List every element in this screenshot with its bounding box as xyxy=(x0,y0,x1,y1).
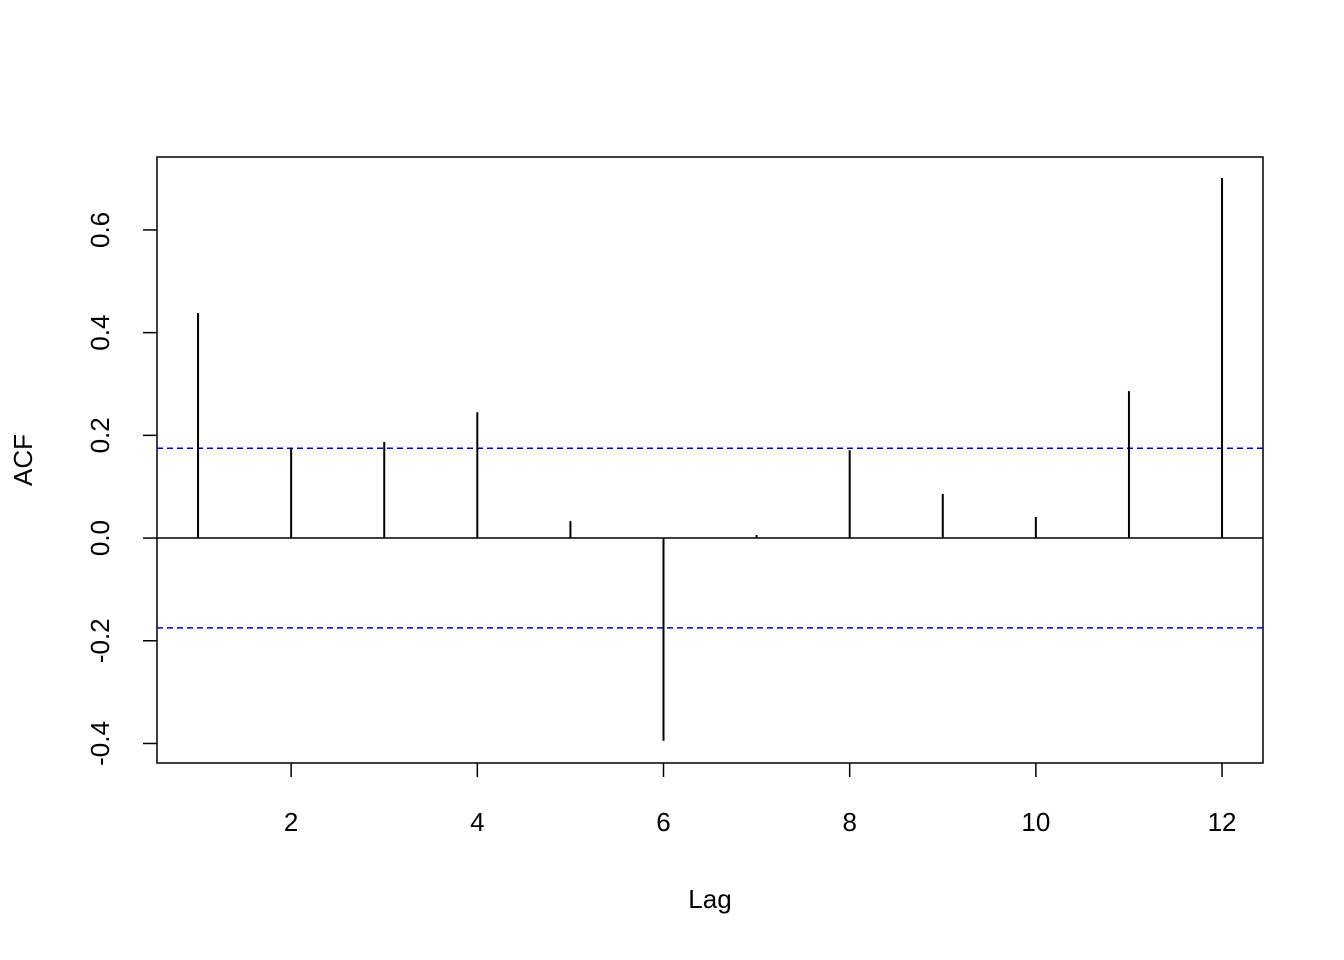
x-tick-label: 8 xyxy=(842,807,856,837)
y-tick-label: 0.0 xyxy=(85,520,115,556)
y-tick-label: -0.4 xyxy=(85,721,115,766)
x-axis-label: Lag xyxy=(688,884,731,914)
y-axis-label: ACF xyxy=(8,434,38,486)
x-tick-label: 12 xyxy=(1208,807,1237,837)
y-tick-label: -0.2 xyxy=(85,618,115,663)
y-tick-label: 0.2 xyxy=(85,417,115,453)
x-tick-label: 6 xyxy=(656,807,670,837)
y-tick-label: 0.6 xyxy=(85,212,115,248)
plot-frame xyxy=(156,156,1264,764)
x-tick-label: 2 xyxy=(284,807,298,837)
y-tick-label: 0.4 xyxy=(85,315,115,351)
x-tick-label: 10 xyxy=(1021,807,1050,837)
x-tick-label: 4 xyxy=(470,807,484,837)
